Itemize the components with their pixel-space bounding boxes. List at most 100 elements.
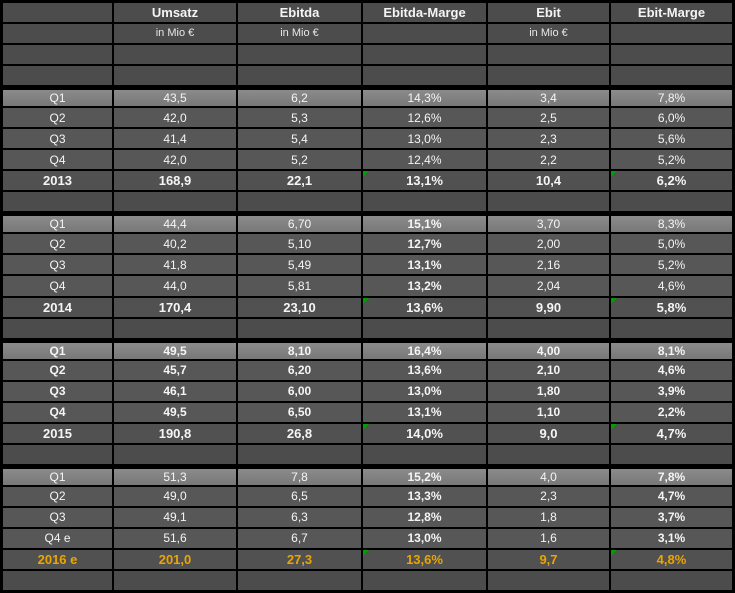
cell-2016-q2-ebit[interactable]: 2,3 — [488, 486, 609, 506]
cell-2013-spacer-ebit-marge[interactable] — [611, 192, 732, 212]
cell-2015-total-ebit[interactable]: 9,0 — [488, 423, 609, 443]
cell-2016-spacer-ebitda[interactable] — [238, 570, 361, 590]
cell-2014-q2-ebit-marge[interactable]: 5,0% — [611, 234, 732, 254]
cell-2013-q2-umsatz[interactable]: 42,0 — [114, 108, 236, 128]
cell-2015-spacer-ebit[interactable] — [488, 444, 609, 464]
row-label-2014-q4[interactable]: Q4 — [3, 276, 112, 296]
cell-2014-q3-ebit-marge[interactable]: 5,2% — [611, 255, 732, 275]
cell-2014-q2-ebitda[interactable]: 5,10 — [238, 234, 361, 254]
cell-2015-total-ebitda[interactable]: 26,8 — [238, 423, 361, 443]
cell-2014-spacer-ebitda[interactable] — [238, 318, 361, 338]
cell-2015-q1-ebitda[interactable]: 8,10 — [238, 339, 361, 359]
cell-2014-total-umsatz[interactable]: 170,4 — [114, 297, 236, 317]
cell-r3-cebitda-marge[interactable] — [363, 45, 486, 65]
cell-2016-total-umsatz[interactable]: 201,0 — [114, 549, 236, 569]
cell-2015-q4-umsatz[interactable]: 49,5 — [114, 402, 236, 422]
subheader-ebitda-marge[interactable] — [363, 24, 486, 44]
cell-2015-q1-ebit[interactable]: 4,00 — [488, 339, 609, 359]
cell-2016-q2-ebit-marge[interactable]: 4,7% — [611, 486, 732, 506]
cell-2015-q3-ebit[interactable]: 1,80 — [488, 381, 609, 401]
cell-2016-q4e-umsatz[interactable]: 51,6 — [114, 528, 236, 548]
cell-2014-q1-ebit-marge[interactable]: 8,3% — [611, 213, 732, 233]
cell-2016-q3-ebitda[interactable]: 6,3 — [238, 507, 361, 527]
cell-r4-clabel[interactable] — [3, 66, 112, 86]
cell-2016-q2-ebitda-marge[interactable]: 13,3% — [363, 486, 486, 506]
row-label-2016-q3[interactable]: Q3 — [3, 507, 112, 527]
cell-2015-q3-ebit-marge[interactable]: 3,9% — [611, 381, 732, 401]
cell-2013-q4-ebit[interactable]: 2,2 — [488, 150, 609, 170]
cell-2014-spacer-ebit-marge[interactable] — [611, 318, 732, 338]
cell-2013-q1-ebitda[interactable]: 6,2 — [238, 87, 361, 107]
row-label-2016-q2[interactable]: Q2 — [3, 486, 112, 506]
cell-2016-total-ebit[interactable]: 9,7 — [488, 549, 609, 569]
cell-2015-q3-ebitda[interactable]: 6,00 — [238, 381, 361, 401]
row-label-2015-q2[interactable]: Q2 — [3, 360, 112, 380]
cell-2016-spacer-ebit[interactable] — [488, 570, 609, 590]
cell-2015-q4-ebit-marge[interactable]: 2,2% — [611, 402, 732, 422]
cell-2013-q3-ebitda[interactable]: 5,4 — [238, 129, 361, 149]
cell-2013-q1-ebit[interactable]: 3,4 — [488, 87, 609, 107]
cell-2013-q1-ebit-marge[interactable]: 7,8% — [611, 87, 732, 107]
cell-2013-q4-ebitda[interactable]: 5,2 — [238, 150, 361, 170]
cell-2016-total-ebit-marge[interactable]: 4,8% — [611, 549, 732, 569]
header-ebitda-marge[interactable]: Ebitda-Marge — [363, 3, 486, 23]
cell-2014-total-ebit-marge[interactable]: 5,8% — [611, 297, 732, 317]
cell-2016-q1-ebit[interactable]: 4,0 — [488, 465, 609, 485]
row-label-2015-q1[interactable]: Q1 — [3, 339, 112, 359]
cell-2016-q2-ebitda[interactable]: 6,5 — [238, 486, 361, 506]
cell-2014-q1-ebitda-marge[interactable]: 15,1% — [363, 213, 486, 233]
cell-2015-q2-umsatz[interactable]: 45,7 — [114, 360, 236, 380]
row-label-2015-q3[interactable]: Q3 — [3, 381, 112, 401]
cell-2016-q1-ebit-marge[interactable]: 7,8% — [611, 465, 732, 485]
subheader-rowlabels[interactable] — [3, 24, 112, 44]
cell-2016-q3-ebitda-marge[interactable]: 12,8% — [363, 507, 486, 527]
row-label-2013-q1[interactable]: Q1 — [3, 87, 112, 107]
cell-2015-q2-ebit[interactable]: 2,10 — [488, 360, 609, 380]
cell-2016-q4e-ebitda[interactable]: 6,7 — [238, 528, 361, 548]
cell-2014-q3-umsatz[interactable]: 41,8 — [114, 255, 236, 275]
subheader-ebitda[interactable]: in Mio € — [238, 24, 361, 44]
row-label-2013-q3[interactable]: Q3 — [3, 129, 112, 149]
cell-2015-q1-umsatz[interactable]: 49,5 — [114, 339, 236, 359]
row-label-2013-q4[interactable]: Q4 — [3, 150, 112, 170]
cell-2016-q3-ebit-marge[interactable]: 3,7% — [611, 507, 732, 527]
cell-2014-spacer-ebit[interactable] — [488, 318, 609, 338]
cell-2016-spacer-ebitda-marge[interactable] — [363, 570, 486, 590]
cell-2013-q4-ebitda-marge[interactable]: 12,4% — [363, 150, 486, 170]
header-ebit[interactable]: Ebit — [488, 3, 609, 23]
cell-2015-q2-ebitda[interactable]: 6,20 — [238, 360, 361, 380]
cell-2016-q4e-ebit[interactable]: 1,6 — [488, 528, 609, 548]
cell-2014-q3-ebitda-marge[interactable]: 13,1% — [363, 255, 486, 275]
cell-2014-q1-umsatz[interactable]: 44,4 — [114, 213, 236, 233]
cell-2013-q3-ebit-marge[interactable]: 5,6% — [611, 129, 732, 149]
cell-2016-q4e-ebitda-marge[interactable]: 13,0% — [363, 528, 486, 548]
row-label-2014-total[interactable]: 2014 — [3, 297, 112, 317]
cell-r4-cebit-marge[interactable] — [611, 66, 732, 86]
cell-2014-total-ebitda-marge[interactable]: 13,6% — [363, 297, 486, 317]
cell-2016-q1-ebitda[interactable]: 7,8 — [238, 465, 361, 485]
cell-r3-clabel[interactable] — [3, 45, 112, 65]
cell-2013-total-ebitda-marge[interactable]: 13,1% — [363, 171, 486, 191]
cell-2016-q3-ebit[interactable]: 1,8 — [488, 507, 609, 527]
subheader-ebit[interactable]: in Mio € — [488, 24, 609, 44]
cell-2014-spacer-umsatz[interactable] — [114, 318, 236, 338]
row-label-2016-total[interactable]: 2016 e — [3, 549, 112, 569]
cell-2015-q2-ebit-marge[interactable]: 4,6% — [611, 360, 732, 380]
row-label-2014-q2[interactable]: Q2 — [3, 234, 112, 254]
cell-r4-cebitda[interactable] — [238, 66, 361, 86]
cell-2013-q2-ebitda[interactable]: 5,3 — [238, 108, 361, 128]
cell-2014-total-ebit[interactable]: 9,90 — [488, 297, 609, 317]
cell-2015-spacer-ebitda[interactable] — [238, 444, 361, 464]
cell-r3-cumsatz[interactable] — [114, 45, 236, 65]
cell-2014-q2-ebit[interactable]: 2,00 — [488, 234, 609, 254]
cell-2014-q4-ebit[interactable]: 2,04 — [488, 276, 609, 296]
cell-2015-q2-ebitda-marge[interactable]: 13,6% — [363, 360, 486, 380]
cell-2015-q3-ebitda-marge[interactable]: 13,0% — [363, 381, 486, 401]
cell-2013-spacer-label[interactable] — [3, 192, 112, 212]
cell-2013-q4-umsatz[interactable]: 42,0 — [114, 150, 236, 170]
row-label-2013-q2[interactable]: Q2 — [3, 108, 112, 128]
cell-2015-spacer-label[interactable] — [3, 444, 112, 464]
cell-2013-spacer-umsatz[interactable] — [114, 192, 236, 212]
cell-2015-q4-ebitda-marge[interactable]: 13,1% — [363, 402, 486, 422]
row-label-2015-q4[interactable]: Q4 — [3, 402, 112, 422]
